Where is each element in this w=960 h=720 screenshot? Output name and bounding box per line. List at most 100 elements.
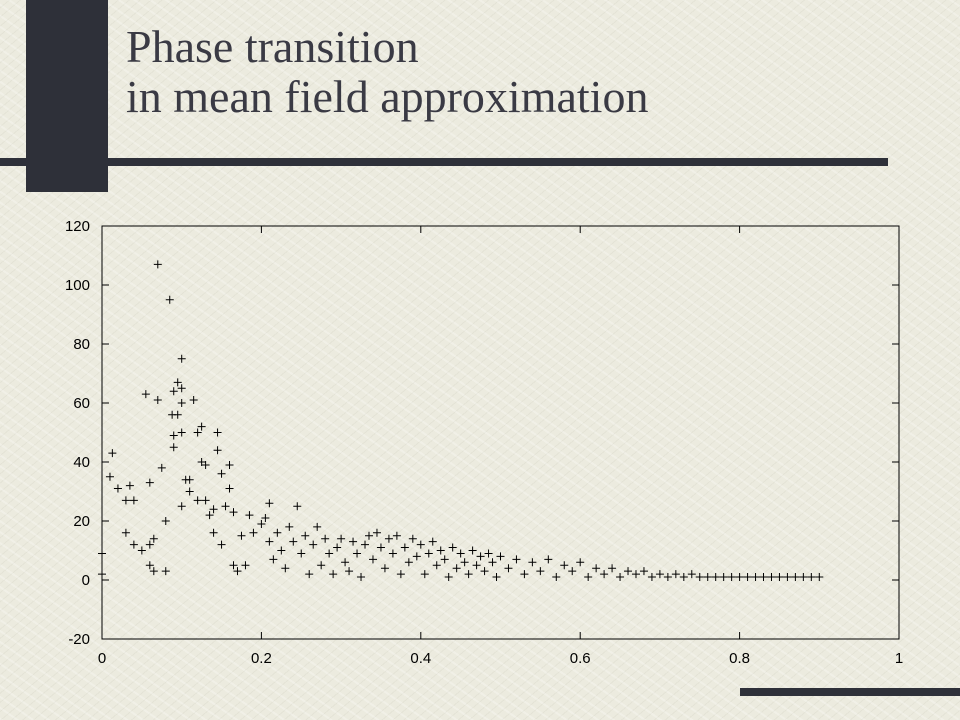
data-point xyxy=(257,519,266,528)
data-point xyxy=(177,428,186,437)
data-point xyxy=(245,511,254,520)
data-point xyxy=(679,573,688,582)
data-point xyxy=(149,567,158,576)
data-point xyxy=(161,567,170,576)
data-point xyxy=(289,537,298,546)
data-point xyxy=(444,573,453,582)
data-point xyxy=(305,570,314,579)
data-point xyxy=(807,573,816,582)
data-point xyxy=(213,446,222,455)
data-point xyxy=(361,540,370,549)
data-point xyxy=(209,528,218,537)
data-point xyxy=(408,534,417,543)
data-point xyxy=(380,564,389,573)
data-point xyxy=(520,570,529,579)
data-point xyxy=(185,487,194,496)
data-point xyxy=(484,549,493,558)
data-point xyxy=(177,384,186,393)
data-point xyxy=(281,564,290,573)
data-point xyxy=(193,428,202,437)
data-point xyxy=(165,295,174,304)
data-point xyxy=(241,561,250,570)
data-point xyxy=(384,534,393,543)
y-tick-label: -20 xyxy=(68,631,90,648)
data-point xyxy=(98,570,106,579)
data-point xyxy=(137,546,146,555)
data-point xyxy=(815,573,824,582)
data-point xyxy=(333,543,342,552)
data-point xyxy=(261,514,270,523)
data-point xyxy=(129,540,138,549)
data-point xyxy=(325,549,334,558)
x-tick-label: 1 xyxy=(895,650,903,667)
data-point xyxy=(608,564,617,573)
data-point xyxy=(392,531,401,540)
data-point xyxy=(293,502,302,511)
data-point xyxy=(592,564,601,573)
decorative-bottom-rule xyxy=(740,688,960,696)
data-point xyxy=(663,573,672,582)
data-point xyxy=(751,573,760,582)
title-underline-rule xyxy=(0,158,888,166)
data-point xyxy=(544,555,553,564)
data-point xyxy=(145,540,154,549)
data-point xyxy=(357,573,366,582)
data-point xyxy=(197,422,206,431)
data-point xyxy=(783,573,792,582)
y-tick-label: 40 xyxy=(73,454,90,471)
data-point xyxy=(169,443,178,452)
data-point xyxy=(584,573,593,582)
data-point xyxy=(456,549,465,558)
x-tick-label: 0 xyxy=(98,650,106,667)
data-point xyxy=(225,484,234,493)
data-point xyxy=(428,537,437,546)
data-point xyxy=(468,546,477,555)
data-point xyxy=(185,475,194,484)
data-point xyxy=(105,472,114,481)
data-point xyxy=(321,534,330,543)
data-point xyxy=(129,496,138,505)
data-point xyxy=(719,573,728,582)
data-point xyxy=(568,567,577,576)
data-point xyxy=(309,540,318,549)
data-point xyxy=(472,561,481,570)
data-point xyxy=(647,573,656,582)
data-point xyxy=(121,528,130,537)
data-point xyxy=(364,531,373,540)
data-point xyxy=(125,481,134,490)
data-point xyxy=(631,570,640,579)
data-point xyxy=(687,570,696,579)
data-point xyxy=(552,573,561,582)
plot-frame xyxy=(101,225,900,640)
data-point xyxy=(249,528,258,537)
data-point xyxy=(711,573,720,582)
data-point xyxy=(703,573,712,582)
data-point xyxy=(396,570,405,579)
data-point xyxy=(412,552,421,561)
data-point xyxy=(277,546,286,555)
y-tick-label: 20 xyxy=(73,513,90,530)
data-point xyxy=(436,546,445,555)
y-tick-label: 100 xyxy=(65,277,90,294)
data-point xyxy=(600,570,609,579)
data-point xyxy=(98,549,106,558)
data-point xyxy=(269,555,278,564)
data-point xyxy=(177,354,186,363)
data-point xyxy=(775,573,784,582)
data-point xyxy=(536,567,545,576)
data-point xyxy=(205,511,214,520)
data-point xyxy=(759,573,768,582)
data-point xyxy=(273,528,282,537)
data-point xyxy=(576,558,585,567)
data-point xyxy=(108,449,117,458)
data-point xyxy=(727,573,736,582)
data-point xyxy=(368,555,377,564)
data-point xyxy=(404,558,413,567)
data-point xyxy=(528,558,537,567)
slide-title: Phase transition in mean field approxima… xyxy=(126,22,648,122)
data-point xyxy=(496,552,505,561)
data-point xyxy=(432,561,441,570)
data-point xyxy=(201,460,210,469)
data-point xyxy=(153,396,162,405)
data-point xyxy=(464,570,473,579)
